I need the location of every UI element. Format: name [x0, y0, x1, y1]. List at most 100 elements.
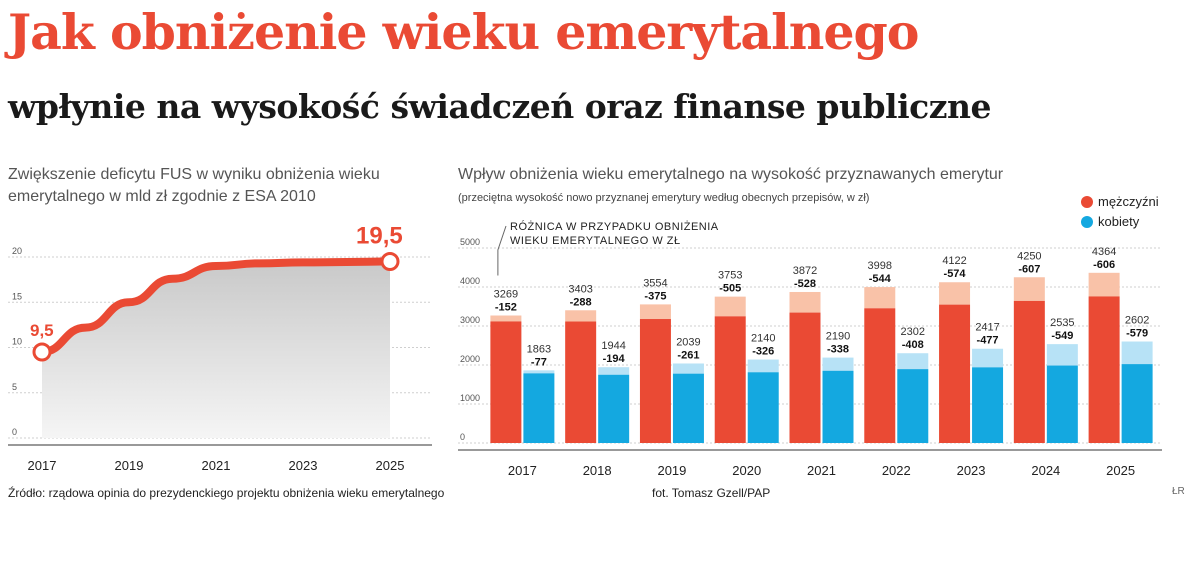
women-diff-label: -579	[1126, 328, 1148, 340]
women-diff-label: -477	[977, 335, 999, 347]
page-subtitle: wpłynie na wysokość świadczeń oraz finan…	[8, 87, 991, 126]
author-initials: ŁR	[1172, 486, 1185, 497]
men-bar	[1088, 296, 1120, 443]
women-bar	[1121, 364, 1153, 443]
y-tick-label: 0	[12, 427, 17, 437]
women-diff-label: -549	[1051, 330, 1073, 342]
x-tick-label: 2024	[1031, 463, 1060, 478]
men-diff-label: -606	[1093, 259, 1115, 271]
women-bar	[897, 369, 929, 443]
women-value-label: 2302	[901, 326, 925, 338]
women-diff-bar	[523, 370, 555, 374]
women-diff-bar	[1121, 341, 1153, 365]
men-bar	[864, 308, 896, 443]
women-diff-bar	[747, 359, 779, 373]
men-diff-label: -528	[794, 278, 816, 290]
left-chart-title-line2: emerytalnego w mld zł zgodnie z ESA 2010	[8, 188, 316, 205]
men-value-label: 4122	[942, 255, 966, 267]
source-note: Źródło: rządowa opinia do prezydenckiego…	[8, 486, 445, 500]
x-tick-label: 2022	[882, 463, 911, 478]
x-tick-label: 2021	[202, 458, 231, 473]
legend-women-label: kobiety	[1098, 214, 1140, 229]
y-tick-label: 4000	[460, 276, 480, 286]
women-diff-label: -326	[752, 346, 774, 358]
x-tick-label: 2019	[115, 458, 144, 473]
men-value-label: 4364	[1092, 246, 1116, 258]
men-bar	[939, 304, 971, 443]
men-value-label: 3753	[718, 270, 742, 282]
y-tick-label: 3000	[460, 315, 480, 325]
men-diff-label: -152	[495, 302, 517, 314]
women-diff-bar	[822, 357, 854, 371]
men-bar	[714, 316, 746, 443]
women-value-label: 2190	[826, 331, 850, 343]
men-value-label: 3403	[568, 283, 592, 295]
men-bar	[639, 319, 671, 443]
men-value-label: 4250	[1017, 250, 1041, 262]
end-value-label: 19,5	[356, 223, 403, 250]
women-bar	[822, 370, 854, 443]
y-tick-label: 10	[12, 337, 22, 347]
x-tick-label: 2023	[957, 463, 986, 478]
area-fill	[42, 261, 390, 438]
legend-women-marker	[1081, 216, 1093, 228]
women-bar	[747, 372, 779, 443]
left-chart-title: Zwiększenie deficytu FUS w wyniku obniże…	[8, 164, 428, 208]
annotation-line1: RÓŻNICA W PRZYPADKU OBNIŻENIA	[510, 220, 719, 233]
men-diff-label: -607	[1018, 263, 1040, 275]
women-diff-label: -194	[603, 353, 626, 365]
men-bar	[1013, 300, 1045, 443]
men-bar	[565, 321, 597, 443]
women-bar	[672, 373, 704, 443]
women-diff-label: -77	[531, 356, 547, 368]
men-diff-bar	[1088, 272, 1120, 297]
right-chart-title: Wpływ obniżenia wieku emerytalnego na wy…	[458, 166, 1004, 183]
deficit-line	[38, 257, 394, 357]
women-value-label: 2039	[676, 336, 700, 348]
men-diff-label: -288	[570, 296, 592, 308]
women-diff-bar	[1046, 344, 1078, 366]
men-value-label: 3998	[868, 260, 892, 272]
women-diff-label: -261	[677, 349, 699, 361]
men-diff-bar	[1013, 277, 1045, 301]
women-bar	[972, 367, 1004, 443]
x-tick-label: 2018	[583, 463, 612, 478]
y-tick-label: 15	[12, 291, 22, 301]
women-value-label: 1863	[527, 343, 551, 355]
men-diff-bar	[789, 291, 821, 313]
x-tick-label: 2025	[376, 458, 405, 473]
men-value-label: 3554	[643, 277, 667, 289]
y-tick-label: 0	[460, 432, 465, 442]
page-title: Jak obniżenie wieku emerytalnego	[8, 3, 919, 61]
women-diff-label: -408	[902, 339, 924, 351]
pension-bar-chart: 0 1000 2000 3000 4000 5000 3269-152 1863-77 2017…	[458, 194, 1162, 478]
men-diff-label: -574	[944, 268, 967, 280]
men-diff-bar	[939, 282, 971, 305]
men-bar	[789, 312, 821, 443]
y-tick-label: 5000	[460, 237, 480, 247]
x-tick-label: 2021	[807, 463, 836, 478]
men-diff-bar	[565, 310, 597, 322]
x-tick-label: 2023	[289, 458, 318, 473]
start-value-label: 9,5	[30, 321, 54, 340]
women-diff-bar	[897, 353, 929, 370]
men-diff-label: -505	[719, 283, 741, 295]
women-value-label: 2535	[1050, 317, 1074, 329]
deficit-area-chart: 0 5 10 15 20 9,5 19,5 2017 2019 2021 2023 2025	[8, 223, 432, 473]
y-tick-label: 5	[12, 382, 17, 392]
men-diff-bar	[864, 287, 896, 309]
men-diff-label: -375	[644, 290, 666, 302]
women-diff-label: -338	[827, 344, 849, 356]
men-value-label: 3269	[494, 289, 518, 301]
men-diff-bar	[714, 296, 746, 317]
men-diff-label: -544	[869, 273, 892, 285]
x-tick-label: 2017	[508, 463, 537, 478]
women-value-label: 1944	[601, 340, 625, 352]
women-diff-bar	[972, 348, 1004, 368]
x-tick-label: 2020	[732, 463, 761, 478]
right-chart-note: (przeciętna wysokość nowo przyznanej eme…	[458, 192, 870, 204]
women-bar	[523, 373, 555, 443]
annotation-leader	[497, 225, 507, 276]
annotation-line2: WIEKU EMERYTALNEGO W ZŁ	[510, 235, 681, 247]
y-tick-label: 2000	[460, 354, 480, 364]
